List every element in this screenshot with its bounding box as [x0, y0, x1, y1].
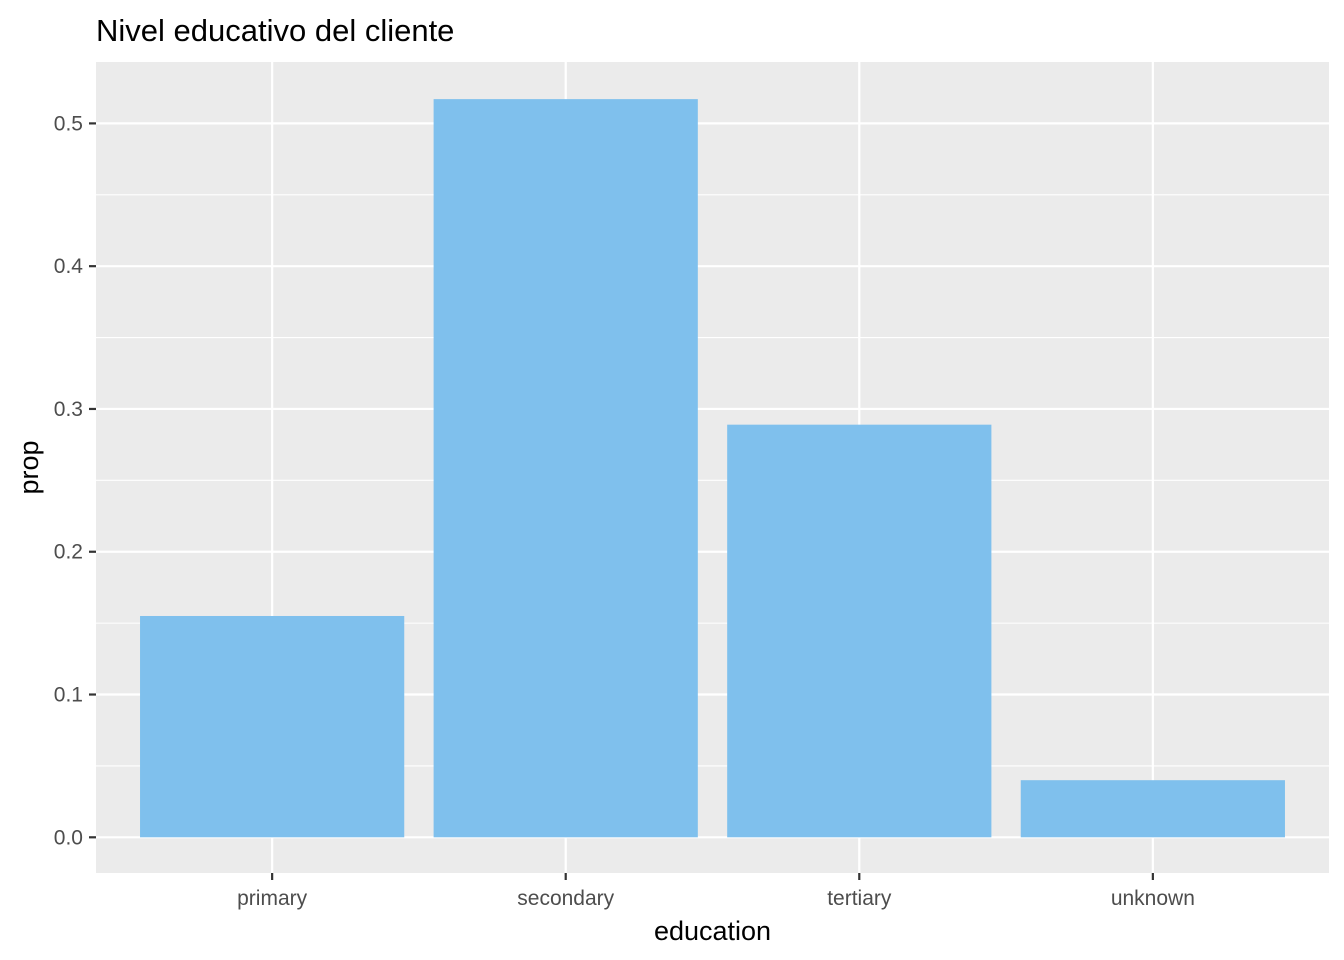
- y-tick-label: 0.2: [54, 541, 83, 564]
- bar-series: [140, 99, 1285, 838]
- bar-tertiary: [727, 424, 992, 838]
- y-axis: 0.0 0.1 0.2 0.3 0.4 0.5: [54, 112, 96, 849]
- y-tick-label: 0.1: [54, 684, 83, 707]
- y-tick-label: 0.3: [54, 398, 83, 421]
- x-tick-label: tertiary: [827, 887, 892, 910]
- x-tick-label: unknown: [1111, 887, 1195, 910]
- y-tick-label: 0.4: [54, 255, 84, 278]
- x-tick-label: secondary: [517, 887, 614, 910]
- y-tick-label: 0.5: [54, 112, 83, 135]
- bar-secondary: [433, 99, 698, 838]
- bar-primary: [140, 615, 405, 838]
- x-tick-label: primary: [237, 887, 308, 910]
- chart-title: Nivel educativo del cliente: [96, 13, 454, 48]
- bar-unknown: [1020, 780, 1285, 838]
- x-axis-title: education: [654, 916, 771, 946]
- y-tick-label: 0.0: [54, 826, 83, 849]
- x-axis: primary secondary tertiary unknown: [237, 873, 1195, 910]
- y-axis-title: prop: [14, 440, 44, 494]
